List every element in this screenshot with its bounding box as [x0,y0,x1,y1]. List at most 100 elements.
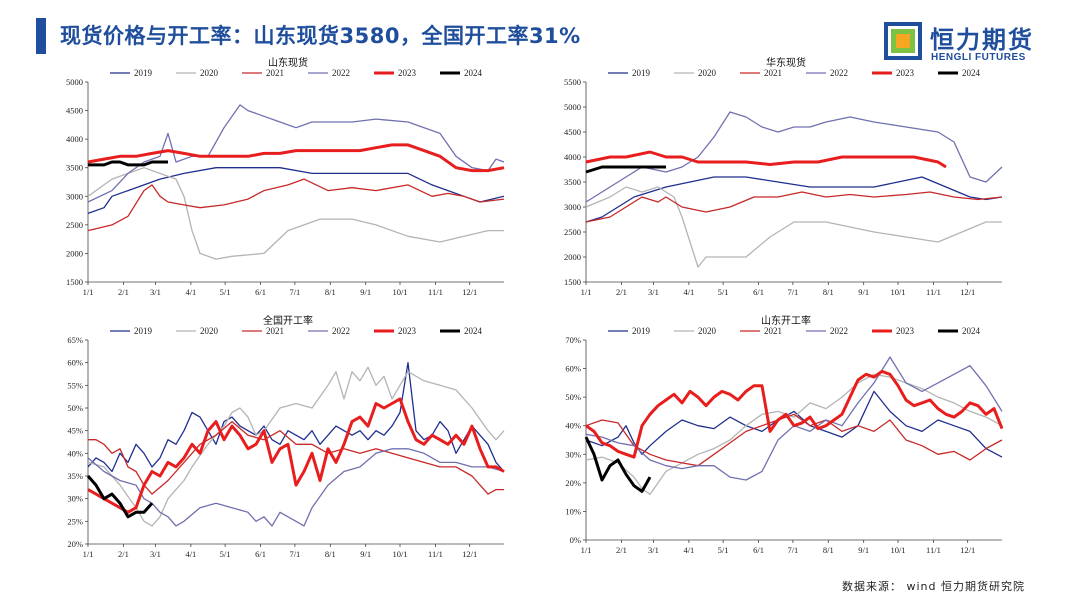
x-tick-label: 9/1 [858,545,869,555]
legend-label-2019: 2019 [632,326,651,336]
series-line-2021 [88,420,504,495]
series-line-2021 [585,191,1003,223]
legend-label-2020: 2020 [698,68,717,78]
legend-label-2024: 2024 [962,326,981,336]
x-tick-label: 4/1 [683,287,694,297]
series-line-2019 [87,167,505,215]
y-tick-label: 3000 [66,191,83,201]
y-tick-label: 50% [67,403,83,413]
series-line-2019 [585,176,1003,223]
x-tick-label: 4/1 [185,287,196,297]
x-tick-label: 9/1 [360,287,371,297]
x-tick-label: 7/1 [787,545,798,555]
x-tick-label: 6/1 [753,545,764,555]
chart-title: 山东现货 [268,56,308,69]
legend-label-2022: 2022 [830,326,848,336]
legend-label-2020: 2020 [698,326,717,336]
y-tick-label: 40% [565,421,581,431]
x-tick-label: 12/1 [462,549,477,559]
x-tick-label: 5/1 [220,287,231,297]
chart-national-operating-rate: 全国开工率 2019 2020 2021 2022 2023 2024 20% 25% 30% 35… [40,314,520,566]
y-tick-label: 2500 [564,227,581,237]
x-tick-label: 2/1 [118,287,129,297]
x-tick-label: 9/1 [360,549,371,559]
legend-label-2020: 2020 [200,326,219,336]
x-tick-label: 6/1 [255,287,266,297]
y-tick-label: 4000 [66,134,83,144]
chart-national-operating-rate-svg: 全国开工率 2019 2020 2021 2022 2023 2024 20% 25% 30% 35… [67,314,505,559]
x-tick-label: 1/1 [83,287,94,297]
y-tick-label: 5000 [564,102,581,112]
y-tick-label: 20% [565,478,581,488]
x-tick-label: 7/1 [289,549,300,559]
x-tick-label: 12/1 [462,287,477,297]
x-tick-label: 3/1 [150,287,161,297]
y-tick-label: 4000 [564,152,581,162]
x-tick-label: 11/1 [926,287,941,297]
legend-label-2023: 2023 [896,326,915,336]
y-tick-label: 60% [565,364,581,374]
legend-label-2022: 2022 [332,68,350,78]
x-tick-label: 8/1 [325,287,336,297]
x-tick-label: 12/1 [960,545,975,555]
chart-shandong-operating-rate: 山东开工率 2019 2020 2021 2022 2023 2024 0% 10% 20% 30%… [538,314,1018,566]
x-tick-label: 10/1 [392,287,407,297]
legend-label-2023: 2023 [896,68,915,78]
x-tick-label: 1/1 [83,549,94,559]
title-accent-bar [36,18,46,54]
legend-label-2019: 2019 [632,68,651,78]
x-tick-label: 5/1 [220,549,231,559]
x-tick-label: 2/1 [616,287,627,297]
x-tick-label: 2/1 [616,545,627,555]
legend-label-2024: 2024 [962,68,981,78]
logo-mark-icon [884,22,922,60]
series-line-2021 [585,413,1003,467]
x-tick-label: 6/1 [255,549,266,559]
series-line-2020 [585,373,1003,495]
series-line-2023 [585,150,947,169]
y-tick-label: 1500 [66,277,83,287]
series-line-2022 [585,111,1003,203]
chart-east-china-spot-svg: 华东现货 2019 2020 2021 2022 2023 2024 1500 2000 2500… [564,56,1003,297]
x-tick-label: 4/1 [683,545,694,555]
y-tick-label: 4500 [564,127,581,137]
logo-name-cn: 恒力期货 [930,26,1034,54]
legend-label-2019: 2019 [134,326,153,336]
slide-title: 现货价格与开工率：山东现货3580，全国开工率31% [60,24,581,48]
y-tick-label: 40% [67,448,83,458]
x-tick-label: 9/1 [858,287,869,297]
y-tick-label: 1500 [564,277,581,287]
chart-shandong-operating-rate-svg: 山东开工率 2019 2020 2021 2022 2023 2024 0% 10% 20% 30%… [565,314,1004,555]
x-tick-label: 8/1 [325,549,336,559]
legend-label-2022: 2022 [332,326,350,336]
x-tick-label: 5/1 [718,545,729,555]
x-tick-label: 10/1 [890,287,905,297]
x-tick-label: 3/1 [648,545,659,555]
y-tick-label: 30% [67,494,83,504]
series-line-2020 [87,366,505,527]
y-tick-label: 30% [565,449,581,459]
series-line-2020 [585,186,1002,268]
x-tick-label: 5/1 [718,287,729,297]
x-tick-label: 10/1 [890,545,905,555]
y-tick-label: 50% [565,392,581,402]
x-tick-label: 7/1 [289,287,300,297]
y-tick-label: 5500 [564,77,581,87]
x-tick-label: 8/1 [823,287,834,297]
x-tick-label: 11/1 [428,549,443,559]
y-tick-label: 20% [67,539,83,549]
y-tick-label: 5000 [66,77,83,87]
x-tick-label: 3/1 [648,287,659,297]
legend-label-2023: 2023 [398,68,417,78]
series-line-2020 [87,167,504,260]
y-tick-label: 25% [67,516,83,526]
series-line-2019 [87,362,505,473]
series-line-2021 [87,178,505,232]
x-tick-label: 1/1 [581,287,592,297]
legend-label-2021: 2021 [266,326,284,336]
series-line-2022 [87,448,505,527]
y-tick-label: 4500 [66,106,83,116]
x-tick-label: 4/1 [185,549,196,559]
legend-label-2019: 2019 [134,68,153,78]
legend-label-2024: 2024 [464,68,483,78]
